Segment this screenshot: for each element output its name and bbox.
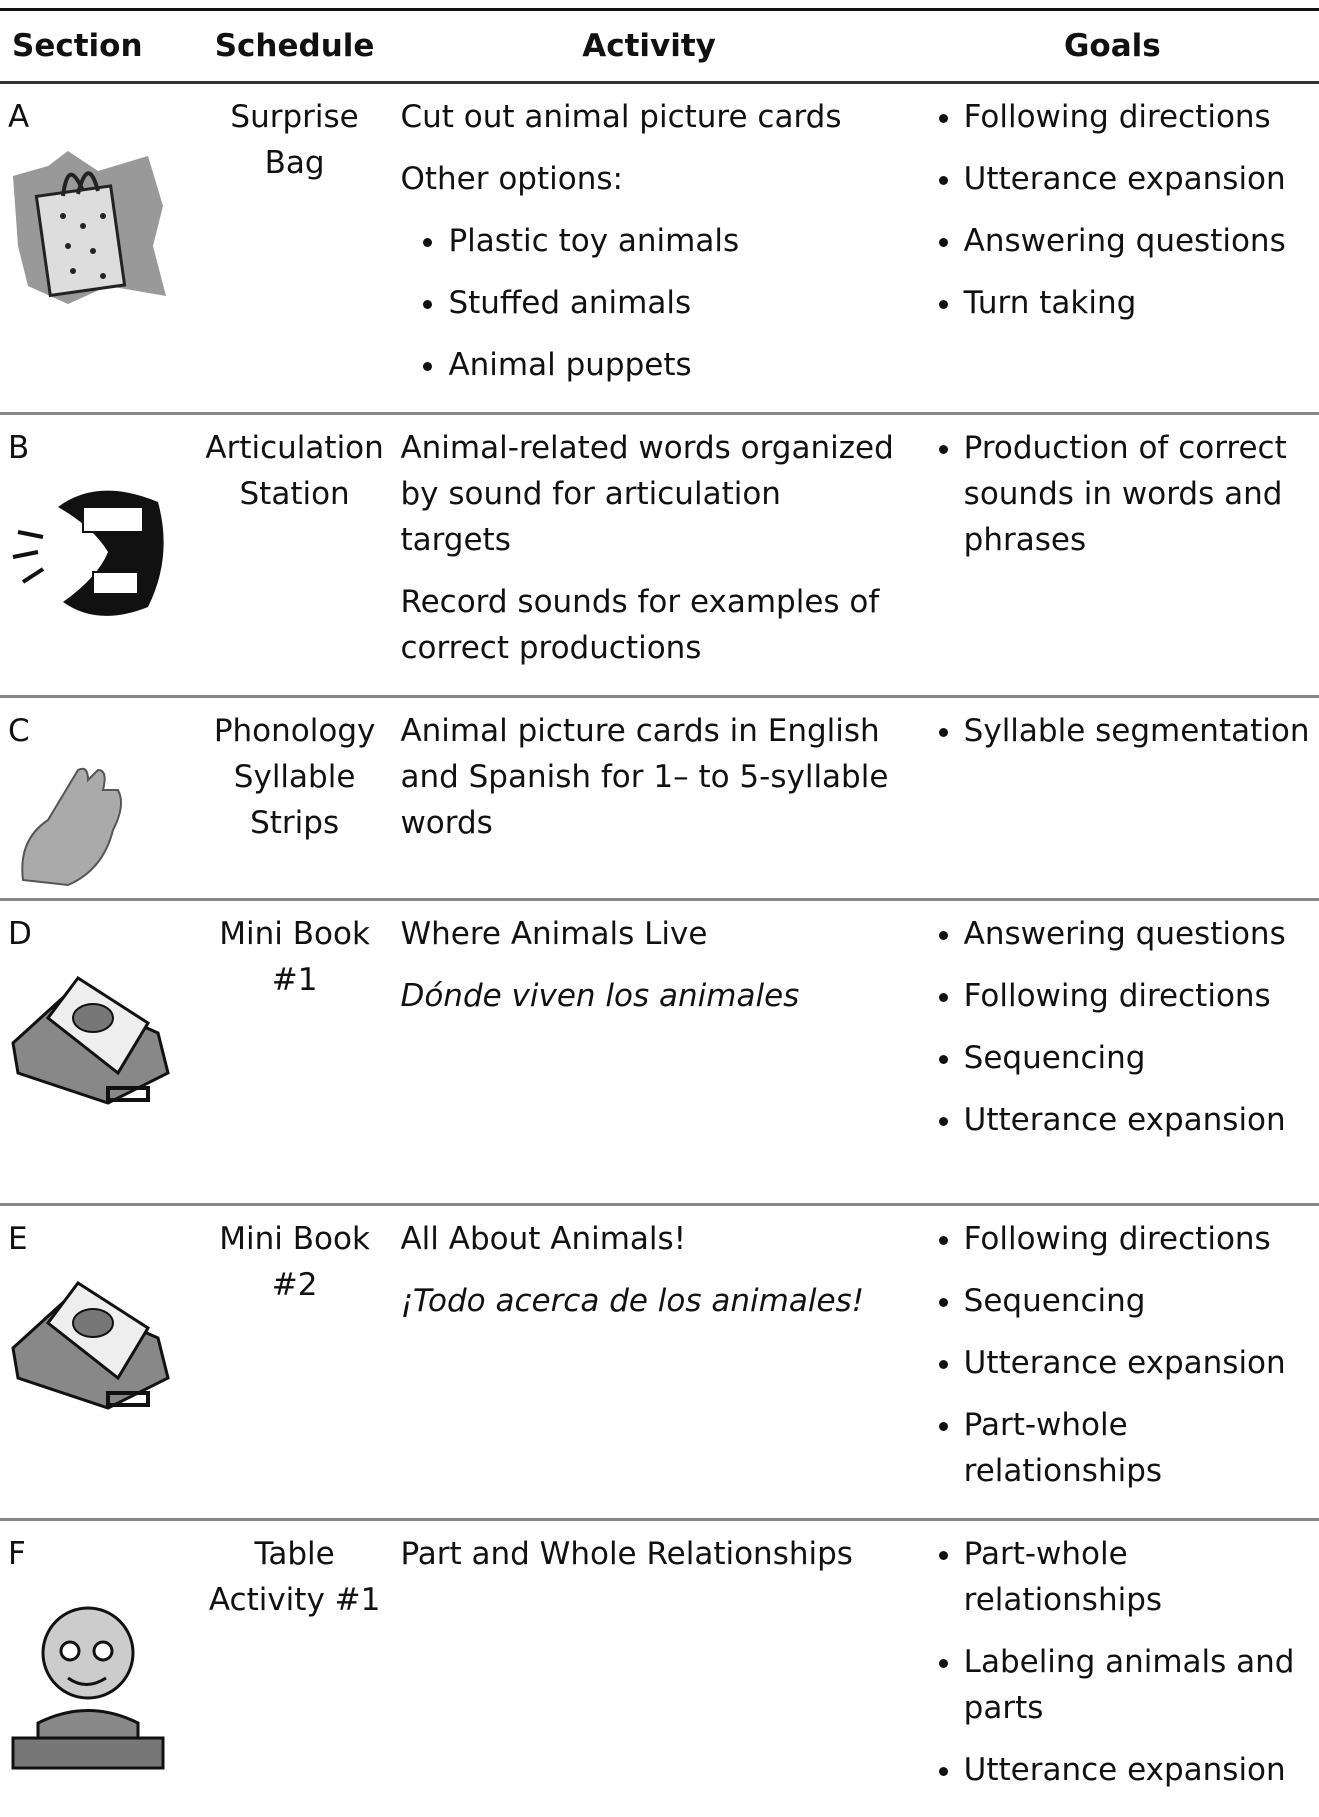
goals-cell: Answering questions Following directions S…: [906, 900, 1319, 1205]
goal: Following directions: [964, 1216, 1311, 1262]
goals-cell: Part-whole relationships Labeling animals…: [906, 1520, 1319, 1817]
schedule-table: Section Schedule Activity Goals A Surpris…: [0, 8, 1319, 1817]
goals-list: Following directions Utterance expansion A…: [914, 94, 1311, 326]
goals-list: Syllable segmentation: [914, 708, 1311, 754]
activity-text: Cut out animal picture cards: [400, 94, 897, 140]
goals-cell: Following directions Utterance expansion A…: [906, 83, 1319, 414]
section-label: F: [8, 1531, 189, 1577]
row-icon: [8, 1268, 173, 1418]
activity-option: Stuffed animals: [448, 280, 897, 326]
header-cell: Section: [0, 10, 197, 83]
activity-cell: Cut out animal picture cards Other option…: [392, 83, 905, 414]
table-row: D Mini Book #1 Where Animals Live Dónde viv…: [0, 900, 1319, 1205]
goal: Utterance expansion: [964, 1747, 1311, 1793]
section-cell: C: [0, 697, 197, 900]
goal: Answering questions: [964, 911, 1311, 957]
schedule-name: Surprise Bag: [205, 94, 385, 186]
activity-cell: Part and Whole Relationships: [392, 1520, 905, 1817]
row-icon: [8, 1583, 168, 1773]
activity-spanish: ¡Todo acerca de los animales!: [400, 1278, 897, 1324]
goals-cell: Following directions Sequencing Utterance …: [906, 1205, 1319, 1520]
activity-cell: Animal-related words organized by sound …: [392, 414, 905, 697]
schedule-cell: Articulation Station: [197, 414, 393, 697]
header-cell: Activity: [392, 10, 905, 83]
goals-list: Part-whole relationships Labeling animals…: [914, 1531, 1311, 1793]
row-icon: [8, 146, 168, 306]
activity-text: Part and Whole Relationships: [400, 1531, 897, 1577]
goal: Answering questions: [964, 218, 1311, 264]
activity-text: Animal picture cards in English and Span…: [400, 708, 897, 846]
activity-cell: Where Animals Live Dónde viven los animal…: [392, 900, 905, 1205]
activity-option: Animal puppets: [448, 342, 897, 388]
goal: Sequencing: [964, 1035, 1311, 1081]
schedule-cell: Table Activity #1: [197, 1520, 393, 1817]
activity-option: Plastic toy animals: [448, 218, 897, 264]
schedule-name: Articulation Station: [205, 425, 385, 517]
goals-cell: Syllable segmentation: [906, 697, 1319, 900]
table-row: E Mini Book #2 All About Animals! ¡Todo ace…: [0, 1205, 1319, 1520]
section-label: D: [8, 911, 189, 957]
header-row: Section Schedule Activity Goals: [0, 10, 1319, 83]
goals-list: Production of correct sounds in words an…: [914, 425, 1311, 563]
schedule-cell: Mini Book #2: [197, 1205, 393, 1520]
section-cell: E: [0, 1205, 197, 1520]
goal: Utterance expansion: [964, 156, 1311, 202]
section-cell: B: [0, 414, 197, 697]
activity-spanish: Dónde viven los animales: [400, 973, 897, 1019]
section-cell: A: [0, 83, 197, 414]
activity-text: Animal-related words organized by sound …: [400, 425, 897, 563]
activity-text: Where Animals Live: [400, 911, 897, 957]
section-label: B: [8, 425, 189, 471]
schedule-name: Phonology Syllable Strips: [205, 708, 385, 846]
goals-list: Answering questions Following directions S…: [914, 911, 1311, 1143]
activity-text: All About Animals!: [400, 1216, 897, 1262]
section-cell: F: [0, 1520, 197, 1817]
activity-cell: Animal picture cards in English and Span…: [392, 697, 905, 900]
header-cell: Schedule: [197, 10, 393, 83]
goal: Sequencing: [964, 1278, 1311, 1324]
section-label: A: [8, 94, 189, 140]
goal: Utterance expansion: [964, 1097, 1311, 1143]
goal: Syllable segmentation: [964, 708, 1311, 754]
header-cell: Goals: [906, 10, 1319, 83]
section-label: C: [8, 708, 189, 754]
schedule-cell: Surprise Bag: [197, 83, 393, 414]
goals-cell: Production of correct sounds in words an…: [906, 414, 1319, 697]
page: Section Schedule Activity Goals A Surpris…: [0, 8, 1319, 1691]
table-row: F Table Activity #1 Part and Whole Relatio…: [0, 1520, 1319, 1817]
schedule-name: Mini Book #2: [205, 1216, 385, 1308]
schedule-cell: Mini Book #1: [197, 900, 393, 1205]
schedule-name: Table Activity #1: [205, 1531, 385, 1623]
row-icon: [8, 477, 168, 627]
activity-text: Record sounds for examples of correct pr…: [400, 579, 897, 671]
activity-cell: All About Animals! ¡Todo acerca de los an…: [392, 1205, 905, 1520]
section-label: E: [8, 1216, 189, 1262]
goal: Labeling animals and parts: [964, 1639, 1311, 1731]
goals-list: Following directions Sequencing Utterance …: [914, 1216, 1311, 1494]
goal: Following directions: [964, 94, 1311, 140]
activity-options: Plastic toy animals Stuffed animals Animal…: [400, 218, 897, 388]
section-cell: D: [0, 900, 197, 1205]
goal: Following directions: [964, 973, 1311, 1019]
row-icon: [8, 760, 138, 890]
goal: Utterance expansion: [964, 1340, 1311, 1386]
goal: Part-whole relationships: [964, 1402, 1311, 1494]
goal: Turn taking: [964, 280, 1311, 326]
schedule-cell: Phonology Syllable Strips: [197, 697, 393, 900]
schedule-name: Mini Book #1: [205, 911, 385, 1003]
goal: Production of correct sounds in words an…: [964, 425, 1311, 563]
activity-text: Other options:: [400, 156, 897, 202]
row-icon: [8, 963, 173, 1113]
goal: Part-whole relationships: [964, 1531, 1311, 1623]
